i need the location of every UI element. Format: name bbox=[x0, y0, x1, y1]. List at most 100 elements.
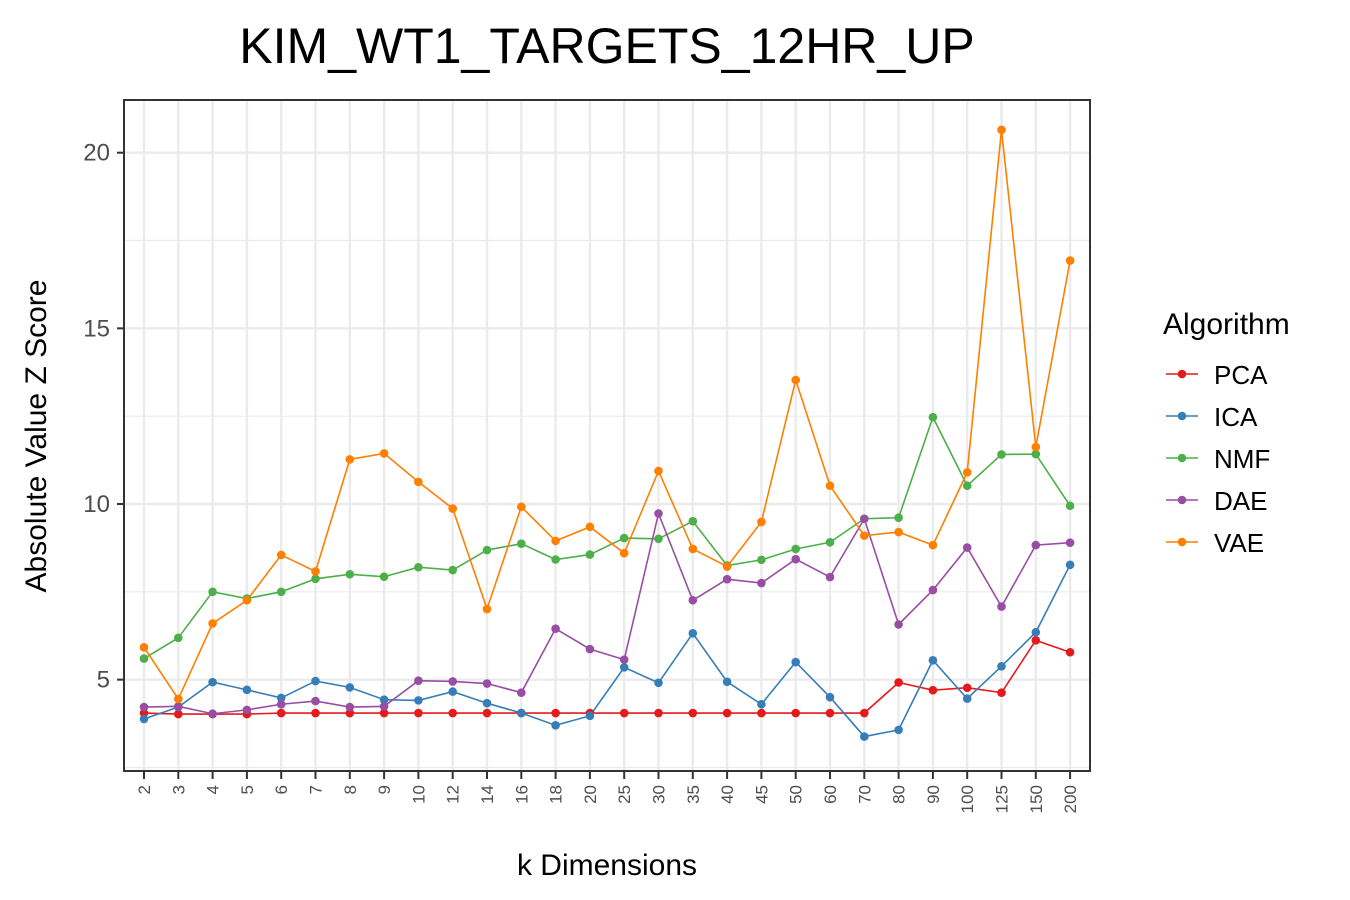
x-tick-label: 5 bbox=[238, 785, 257, 794]
data-point-vae bbox=[860, 531, 869, 540]
data-point-pca bbox=[757, 708, 766, 718]
x-tick-label: 18 bbox=[547, 785, 566, 804]
data-point-ica bbox=[928, 656, 938, 665]
data-point-ica bbox=[311, 676, 320, 686]
data-point-nmf bbox=[139, 654, 149, 663]
legend-label-nmf: NMF bbox=[1214, 444, 1270, 474]
data-point-vae bbox=[242, 595, 252, 605]
data-point-ica bbox=[551, 721, 560, 730]
x-tick-label: 125 bbox=[993, 785, 1012, 813]
x-tick-label: 7 bbox=[307, 785, 326, 794]
x-tick-label: 35 bbox=[684, 785, 703, 804]
data-point-nmf bbox=[585, 550, 595, 559]
data-point-dae bbox=[448, 677, 458, 686]
data-point-ica bbox=[860, 732, 869, 741]
data-point-vae bbox=[1031, 442, 1041, 452]
data-point-ica bbox=[722, 677, 732, 687]
data-point-nmf bbox=[482, 545, 492, 555]
data-point-vae bbox=[448, 504, 458, 513]
x-tick-label: 50 bbox=[787, 785, 806, 804]
data-point-dae bbox=[585, 644, 595, 654]
data-point-dae bbox=[208, 709, 217, 719]
data-point-pca bbox=[962, 683, 972, 693]
data-point-pca bbox=[414, 708, 423, 718]
data-point-ica bbox=[1065, 560, 1075, 570]
data-point-pca bbox=[894, 678, 903, 687]
data-point-dae bbox=[174, 702, 183, 711]
legend-key-point-ica bbox=[1177, 411, 1187, 421]
legend-key-point-pca bbox=[1177, 369, 1187, 379]
data-point-dae bbox=[139, 702, 149, 712]
data-point-pca bbox=[791, 708, 800, 718]
data-point-nmf bbox=[997, 450, 1006, 459]
data-point-vae bbox=[962, 468, 972, 477]
data-point-pca bbox=[174, 709, 183, 719]
data-point-pca bbox=[997, 688, 1006, 697]
data-point-dae bbox=[688, 595, 698, 605]
data-point-ica bbox=[585, 711, 595, 721]
data-point-nmf bbox=[962, 481, 972, 491]
legend-key-point-vae bbox=[1177, 537, 1187, 547]
data-point-vae bbox=[311, 567, 320, 576]
data-point-dae bbox=[825, 572, 835, 582]
y-tick-label: 20 bbox=[83, 140, 110, 167]
data-point-vae bbox=[482, 604, 492, 614]
data-point-vae bbox=[722, 562, 732, 571]
data-point-dae bbox=[414, 676, 423, 686]
series-line-dae bbox=[143, 510, 1071, 715]
data-point-pca bbox=[139, 708, 149, 718]
data-point-dae bbox=[1065, 538, 1075, 547]
x-tick-label: 6 bbox=[272, 785, 291, 794]
x-tick-label: 9 bbox=[375, 785, 394, 794]
data-point-vae bbox=[585, 522, 595, 532]
data-point-nmf bbox=[1065, 501, 1075, 511]
data-point-vae bbox=[208, 619, 217, 628]
data-point-dae bbox=[757, 578, 766, 588]
data-point-nmf bbox=[928, 412, 938, 422]
data-point-pca bbox=[654, 708, 663, 718]
y-tick-label: 15 bbox=[83, 315, 110, 342]
x-tick-label: 30 bbox=[650, 785, 669, 804]
series-line-vae bbox=[143, 129, 1071, 701]
data-point-vae bbox=[1065, 256, 1075, 265]
data-point-vae bbox=[688, 544, 698, 554]
x-tick-label: 14 bbox=[478, 785, 497, 804]
x-tick-label: 40 bbox=[718, 785, 737, 804]
data-point-vae bbox=[139, 643, 149, 652]
data-point-ica bbox=[517, 708, 526, 718]
data-point-vae bbox=[551, 536, 560, 546]
data-point-nmf bbox=[208, 587, 217, 597]
data-point-dae bbox=[482, 679, 492, 688]
data-point-vae bbox=[517, 502, 526, 512]
data-point-ica bbox=[139, 714, 149, 724]
data-point-dae bbox=[962, 543, 972, 552]
data-point-vae bbox=[174, 694, 183, 704]
data-point-dae bbox=[1031, 540, 1041, 550]
data-point-dae bbox=[894, 620, 903, 629]
x-tick-label: 80 bbox=[890, 785, 909, 804]
x-tick-label: 12 bbox=[444, 785, 463, 804]
legend-label-pca: PCA bbox=[1214, 360, 1268, 390]
data-point-pca bbox=[688, 708, 698, 718]
data-point-dae bbox=[928, 585, 938, 595]
data-point-nmf bbox=[791, 544, 800, 554]
data-point-dae bbox=[311, 696, 320, 706]
data-point-nmf bbox=[345, 569, 355, 579]
data-point-nmf bbox=[448, 565, 458, 575]
data-point-nmf bbox=[311, 574, 320, 584]
y-axis-title: Absolute Value Z Score bbox=[20, 280, 53, 593]
data-point-vae bbox=[619, 548, 629, 558]
data-point-nmf bbox=[174, 633, 183, 643]
data-point-dae bbox=[791, 554, 800, 564]
legend-label-vae: VAE bbox=[1214, 528, 1264, 558]
data-point-dae bbox=[551, 624, 560, 634]
data-point-ica bbox=[757, 699, 766, 709]
data-point-ica bbox=[997, 662, 1006, 671]
data-point-vae bbox=[654, 466, 663, 476]
x-tick-label: 150 bbox=[1027, 785, 1046, 813]
data-point-nmf bbox=[276, 587, 286, 597]
x-tick-label: 8 bbox=[341, 785, 360, 794]
data-point-ica bbox=[894, 725, 903, 735]
data-point-nmf bbox=[379, 572, 389, 582]
legend-label-ica: ICA bbox=[1214, 402, 1258, 432]
